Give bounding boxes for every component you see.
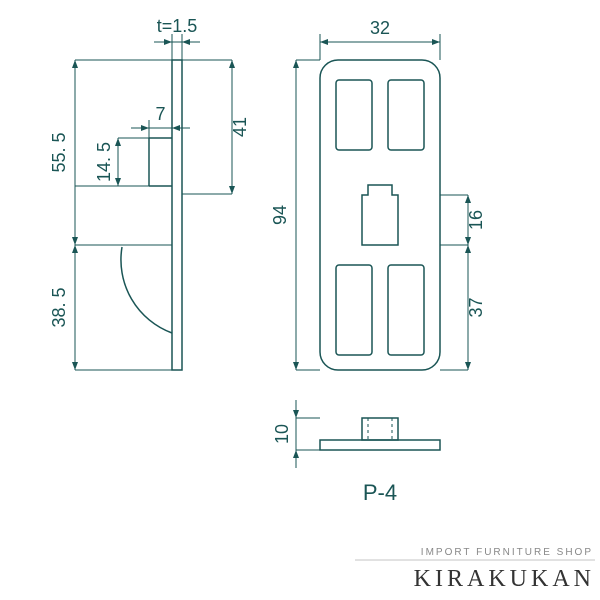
svg-text:14. 5: 14. 5 <box>94 142 114 182</box>
svg-text:10: 10 <box>272 424 292 444</box>
svg-text:16: 16 <box>466 210 486 230</box>
svg-text:32: 32 <box>370 18 390 38</box>
svg-text:t=1.5: t=1.5 <box>157 16 198 36</box>
svg-text:94: 94 <box>270 205 290 225</box>
svg-text:55. 5: 55. 5 <box>49 132 69 172</box>
brand-main: KIRAKUKAN <box>414 566 595 592</box>
brand-sub: IMPORT FURNITURE SHOP <box>421 547 593 558</box>
svg-text:37: 37 <box>466 297 486 317</box>
svg-text:P-4: P-4 <box>363 480 397 505</box>
svg-text:38. 5: 38. 5 <box>49 287 69 327</box>
svg-text:7: 7 <box>155 104 165 124</box>
svg-text:41: 41 <box>230 117 250 137</box>
